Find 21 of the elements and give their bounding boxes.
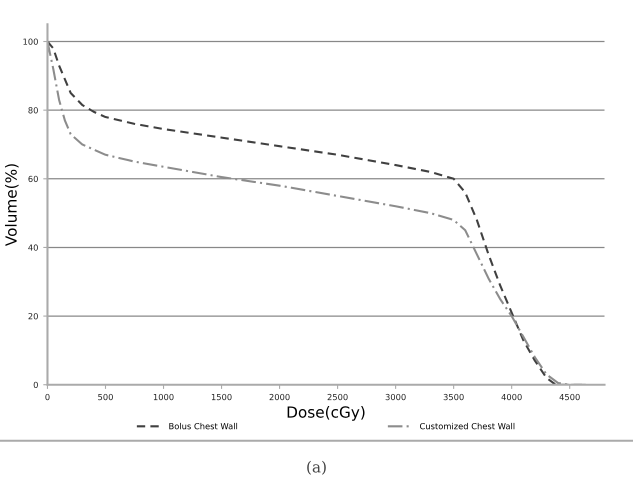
x-tick-label: 1500: [212, 394, 232, 400]
x-tick-label: 1000: [154, 394, 174, 400]
x-tick-label: 500: [98, 394, 113, 400]
x-tick-label: 2500: [328, 394, 348, 400]
y-tick-label: 100: [23, 38, 38, 45]
legend-label: Customized Chest Wall: [420, 422, 514, 430]
x-tick-label: 4500: [560, 394, 580, 400]
x-tick-label: 0: [45, 394, 50, 400]
text: (a): [307, 460, 326, 475]
y-tick-label: 20: [28, 313, 38, 320]
x-tick-label: 3500: [444, 394, 464, 400]
legend-label: Bolus Chest Wall: [169, 422, 238, 430]
y-axis-title: Volume(%): [4, 164, 19, 246]
y-tick-label: 0: [34, 382, 38, 388]
x-tick-label: 2000: [270, 394, 290, 400]
x-tick-label: 4000: [501, 394, 522, 400]
y-tick-label: 60: [28, 176, 38, 182]
x-tick-label: 3000: [386, 394, 406, 400]
x-axis-title: Dose(cGy): [288, 406, 365, 421]
y-tick-label: 80: [28, 107, 38, 114]
y-tick-label: 40: [28, 244, 38, 251]
